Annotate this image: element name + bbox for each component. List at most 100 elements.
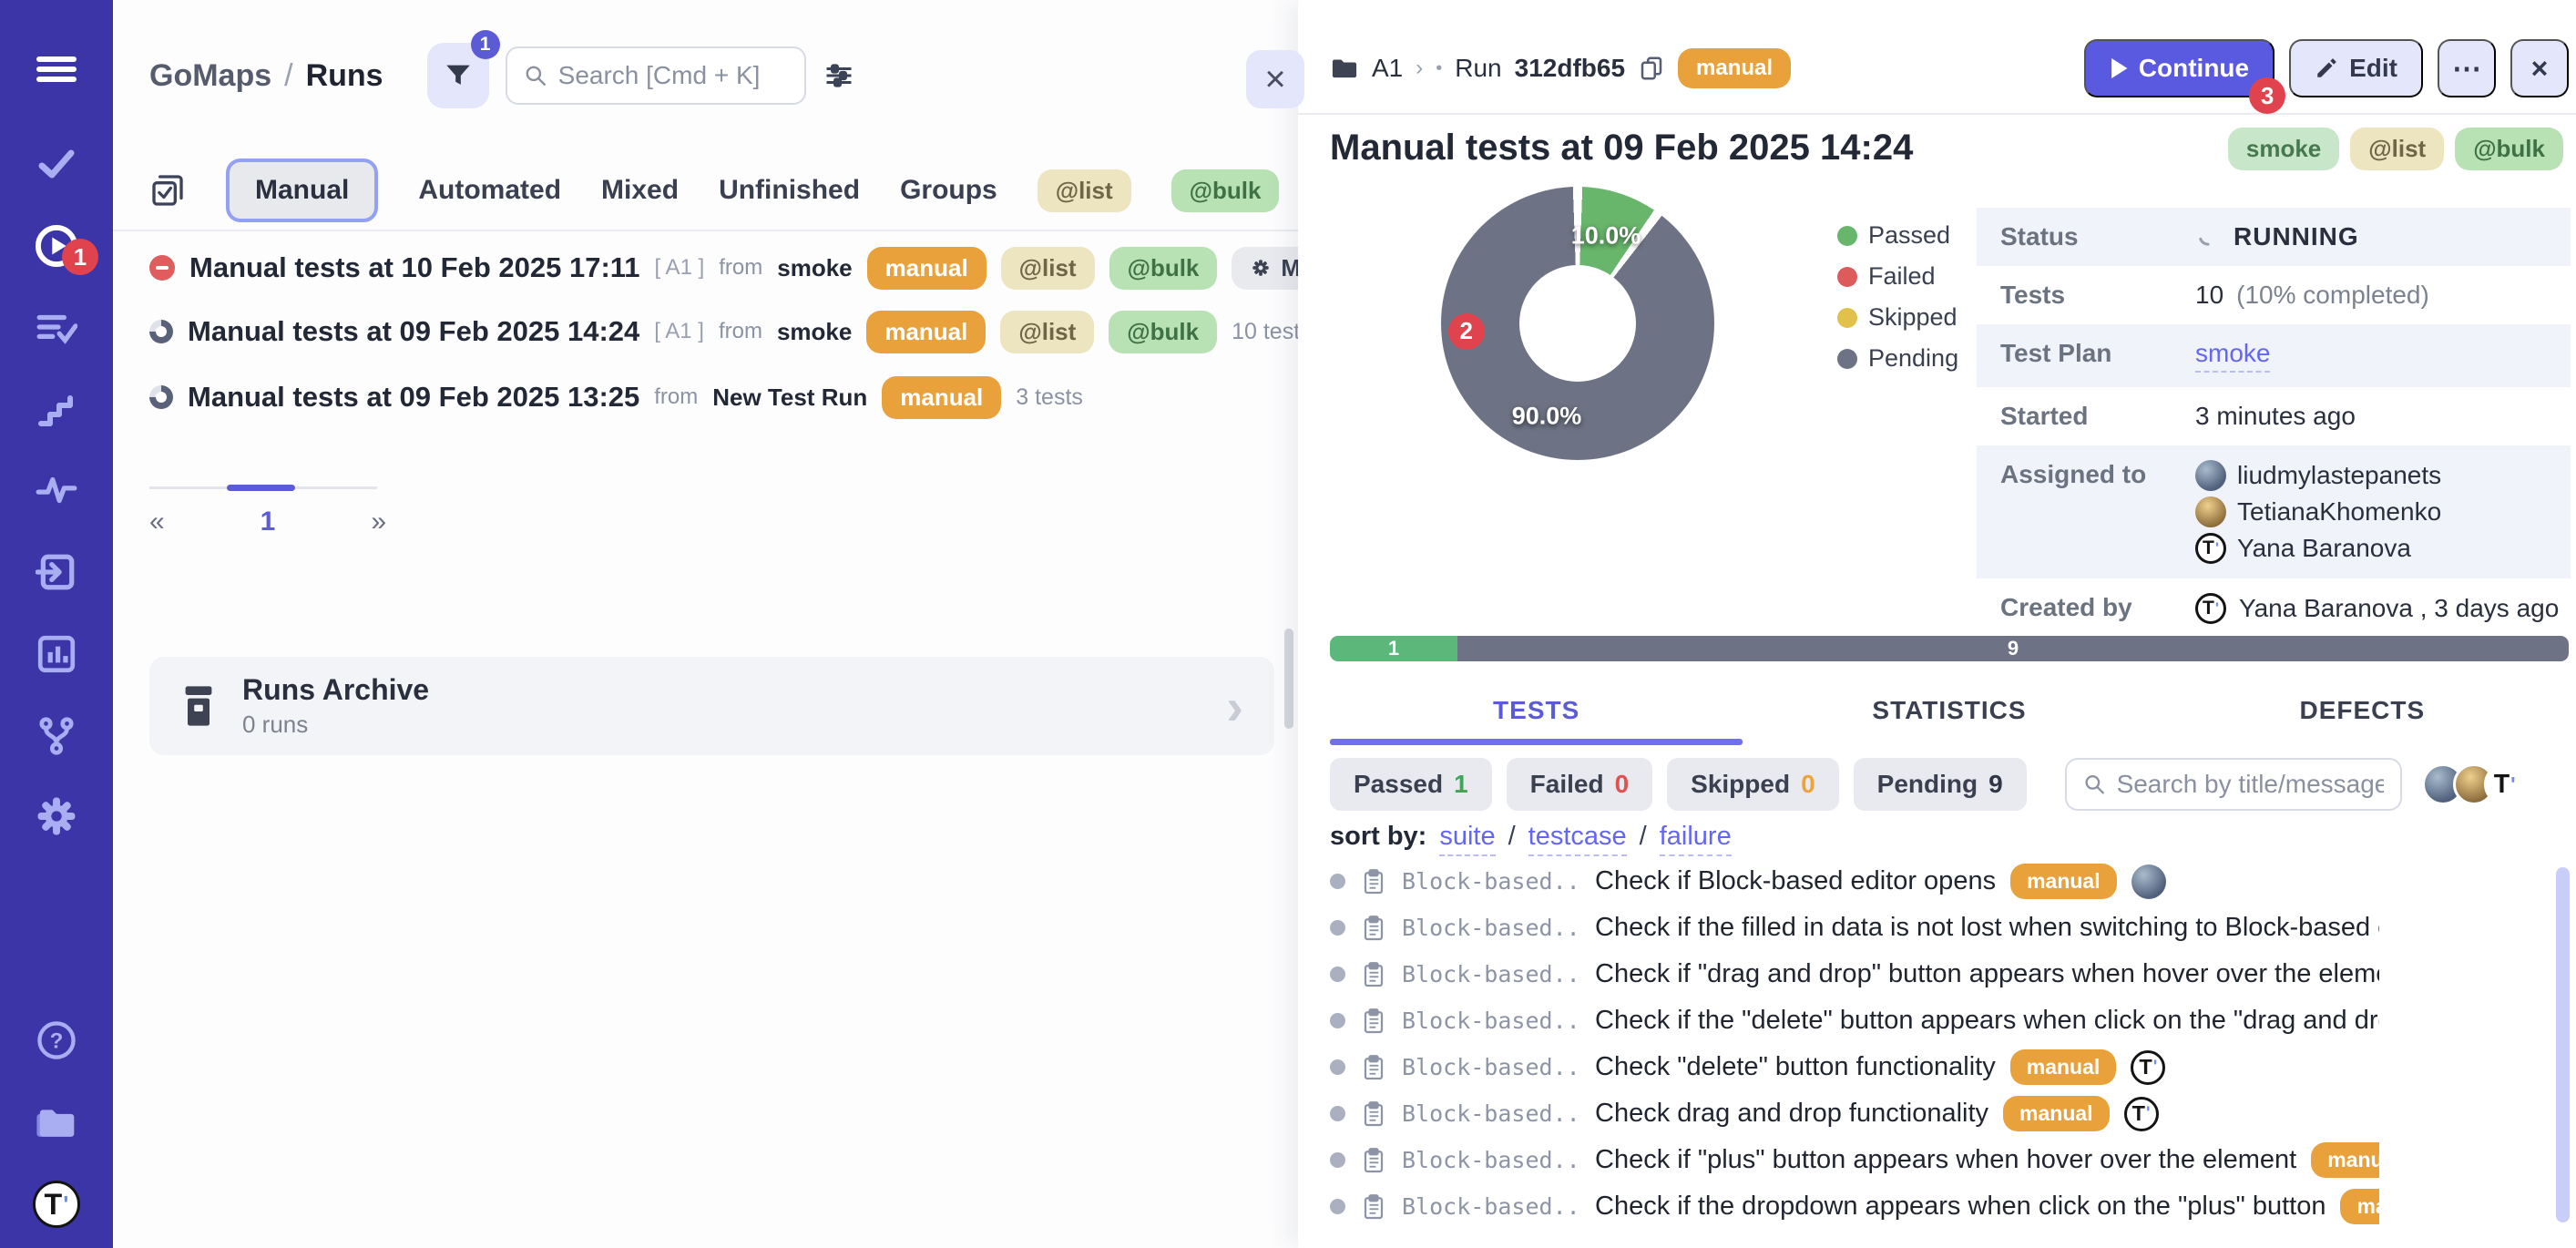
clipboard-icon: [1360, 868, 1387, 895]
test-type-badge: manual: [2340, 1189, 2379, 1224]
run-row-2[interactable]: Manual tests at 09 Feb 2025 14:24 [ A1 ]…: [149, 302, 1485, 361]
test-row-6[interactable]: Block-based... Check drag and drop funct…: [1330, 1090, 2379, 1137]
test-row-5[interactable]: Block-based... Check "delete" button fun…: [1330, 1044, 2379, 1090]
filter-skipped[interactable]: Skipped 0: [1667, 758, 1839, 811]
play-icon: [2111, 58, 2128, 78]
tab-tag-list[interactable]: @list: [1037, 169, 1131, 212]
page-current[interactable]: 1: [260, 506, 276, 537]
archive-icon: [185, 686, 212, 726]
tag-smoke[interactable]: smoke: [2227, 128, 2340, 170]
clipboard-icon: [1360, 1008, 1387, 1035]
legend-failed[interactable]: Failed: [1837, 262, 1958, 291]
sort-controls: sort by: suite / testcase / failure: [1330, 822, 1732, 856]
test-plans-icon[interactable]: [0, 301, 113, 355]
continue-button[interactable]: Continue 3: [2083, 39, 2286, 114]
tab-tests[interactable]: TESTS: [1493, 696, 1580, 724]
assignee[interactable]: liudmylastepanets: [2195, 460, 2441, 491]
test-row-7[interactable]: Block-based... Check if "plus" button ap…: [1330, 1137, 2379, 1183]
test-type-badge: manual: [2010, 864, 2117, 899]
more-actions-button[interactable]: ⋯: [2438, 39, 2496, 97]
test-status-dot: [1330, 1106, 1345, 1121]
filter-failed[interactable]: Failed 0: [1506, 758, 1653, 811]
requirements-import-icon[interactable]: [0, 545, 113, 599]
close-detail-button[interactable]: ×: [2510, 39, 2569, 97]
test-row-1[interactable]: Block-based... Check if Block-based edit…: [1330, 858, 2379, 905]
test-row-8[interactable]: Block-based... Check if the dropdown app…: [1330, 1183, 2379, 1230]
sort-by-suite[interactable]: suite: [1439, 822, 1496, 856]
milestones-icon[interactable]: [0, 383, 113, 437]
reports-chart-icon[interactable]: [0, 627, 113, 681]
tab-automated[interactable]: Automated: [418, 175, 562, 205]
test-row-3[interactable]: Block-based... Check if "drag and drop" …: [1330, 951, 2379, 997]
legend-passed[interactable]: Passed: [1837, 221, 1958, 250]
filter-pending[interactable]: Pending 9: [1853, 758, 2027, 811]
tab-unfinished[interactable]: Unfinished: [719, 175, 861, 205]
test-list: Block-based... Check if Block-based edit…: [1330, 858, 2379, 1230]
pagination-thumb[interactable]: [227, 485, 295, 491]
assignee[interactable]: Yana Baranova: [2195, 533, 2441, 564]
tag-bulk[interactable]: @bulk: [2455, 128, 2563, 170]
test-status-dot: [1330, 920, 1345, 936]
spinner-icon: [2199, 237, 2210, 246]
sort-by-failure[interactable]: failure: [1659, 822, 1732, 856]
workspace-logo-avatar[interactable]: [0, 1177, 113, 1232]
test-plan-link[interactable]: smoke: [2195, 339, 2271, 373]
filter-button[interactable]: 1: [426, 30, 500, 108]
breadcrumb-suite[interactable]: A1: [1372, 54, 1404, 82]
runs-filter-tabs: Manual Automated Mixed Unfinished Groups…: [149, 155, 1280, 226]
projects-folder-icon[interactable]: [0, 1095, 113, 1150]
menu-icon[interactable]: [0, 42, 113, 97]
copy-icon[interactable]: [1638, 55, 1665, 82]
tests-search-input[interactable]: [2116, 770, 2384, 799]
tab-tag-bulk[interactable]: @bulk: [1170, 169, 1280, 212]
runs-archive-card[interactable]: Runs Archive 0 runs ›: [149, 657, 1274, 755]
filter-passed[interactable]: Passed 1: [1330, 758, 1492, 811]
tab-groups[interactable]: Groups: [900, 175, 997, 205]
legend-dot-failed: [1837, 266, 1857, 287]
status-badge: RUNNING: [2234, 222, 2359, 251]
assignee-avatar-stack[interactable]: [2421, 763, 2526, 805]
tests-search[interactable]: [2064, 758, 2402, 811]
help-icon[interactable]: ?: [0, 1013, 113, 1068]
assignee[interactable]: TetianaKhomenko: [2195, 496, 2441, 527]
tab-statistics[interactable]: STATISTICS: [1872, 696, 2027, 724]
breadcrumb-project[interactable]: GoMaps: [149, 57, 272, 93]
close-panel-button[interactable]: ×: [1246, 50, 1304, 108]
runs-play-icon[interactable]: 1: [0, 219, 113, 275]
test-row-2[interactable]: Block-based... Check if the filled in da…: [1330, 905, 2379, 951]
edit-button[interactable]: Edit: [2289, 39, 2423, 97]
tests-scrollbar-thumb[interactable]: [2556, 867, 2570, 1222]
select-all-icon[interactable]: [149, 172, 186, 209]
runs-search-input[interactable]: [557, 61, 788, 90]
sort-by-testcase[interactable]: testcase: [1528, 822, 1627, 856]
summary-created-row: Created by Yana Baranova , 3 days ago: [1977, 578, 2571, 639]
clipboard-icon: [1360, 1147, 1387, 1174]
sidebar: 1 ?: [0, 0, 113, 1248]
run-tests-count: 3 tests: [1016, 384, 1083, 410]
view-settings-icon[interactable]: [823, 59, 855, 92]
tab-manual[interactable]: Manual: [226, 159, 379, 222]
page-prev-button[interactable]: «: [149, 506, 165, 537]
run-row-3[interactable]: Manual tests at 09 Feb 2025 13:25 from N…: [149, 368, 1083, 426]
test-row-4[interactable]: Block-based... Check if the "delete" but…: [1330, 997, 2379, 1044]
legend-skipped[interactable]: Skipped: [1837, 303, 1958, 332]
summary-assigned-row: Assigned to liudmylastepanets TetianaKho…: [1977, 445, 2571, 578]
page-next-button[interactable]: »: [371, 506, 386, 537]
legend-pending[interactable]: Pending: [1837, 344, 1958, 373]
settings-gear-icon[interactable]: [0, 789, 113, 844]
search-icon: [526, 66, 546, 86]
tag-list[interactable]: @list: [2350, 128, 2445, 170]
tab-defects[interactable]: DEFECTS: [2299, 696, 2426, 724]
tab-mixed[interactable]: Mixed: [601, 175, 680, 205]
integrations-branch-icon[interactable]: [0, 709, 113, 763]
avatar: [2483, 763, 2526, 805]
run-tag-bulk: @bulk: [1109, 246, 1218, 290]
run-id: 312dfb65: [1514, 54, 1626, 82]
activity-pulse-icon[interactable]: [0, 463, 113, 517]
left-scrollbar-thumb[interactable]: [1284, 629, 1293, 729]
pencil-icon: [2317, 58, 2336, 77]
run-tag-list: @list: [1000, 310, 1095, 353]
testcases-check-icon[interactable]: [0, 137, 113, 191]
clipboard-icon: [1360, 915, 1387, 942]
runs-search[interactable]: [505, 46, 806, 105]
